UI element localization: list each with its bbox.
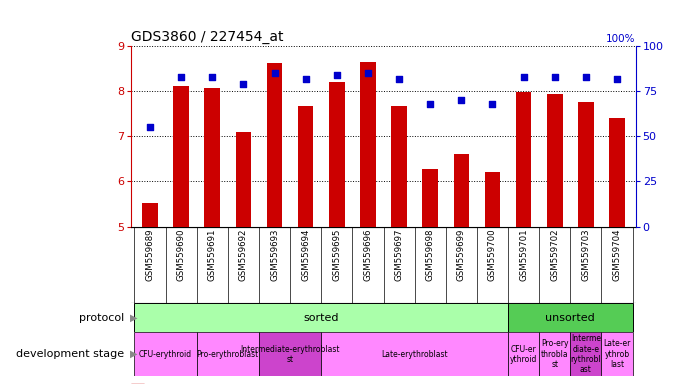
Point bbox=[612, 76, 623, 82]
Bar bbox=[360, 62, 376, 227]
Bar bbox=[391, 106, 407, 227]
Point bbox=[425, 101, 436, 107]
Text: GSM559693: GSM559693 bbox=[270, 229, 279, 281]
Point bbox=[362, 70, 373, 76]
Bar bbox=[539, 332, 570, 376]
Bar bbox=[601, 332, 632, 376]
Text: CFU-er
ythroid: CFU-er ythroid bbox=[510, 344, 538, 364]
Text: GDS3860 / 227454_at: GDS3860 / 227454_at bbox=[131, 30, 284, 44]
Bar bbox=[267, 63, 283, 227]
Text: GSM559702: GSM559702 bbox=[550, 229, 559, 281]
Bar bbox=[197, 332, 259, 376]
Text: Interme
diate-e
rythrobl
ast: Interme diate-e rythrobl ast bbox=[571, 334, 601, 374]
Bar bbox=[516, 92, 531, 227]
Bar bbox=[329, 82, 345, 227]
Text: GSM559700: GSM559700 bbox=[488, 229, 497, 281]
Text: Late-er
ythrob
last: Late-er ythrob last bbox=[603, 339, 631, 369]
Text: protocol: protocol bbox=[79, 313, 124, 323]
Bar bbox=[135, 332, 197, 376]
Bar bbox=[609, 118, 625, 227]
Text: Late-erythroblast: Late-erythroblast bbox=[381, 350, 448, 359]
Point bbox=[238, 81, 249, 87]
Point bbox=[207, 74, 218, 80]
Text: ▶: ▶ bbox=[130, 349, 138, 359]
Bar bbox=[570, 332, 601, 376]
Text: unsorted: unsorted bbox=[545, 313, 595, 323]
Text: GSM559692: GSM559692 bbox=[239, 229, 248, 281]
Point bbox=[269, 70, 280, 76]
Text: sorted: sorted bbox=[303, 313, 339, 323]
Point bbox=[331, 72, 342, 78]
Text: GSM559696: GSM559696 bbox=[363, 229, 372, 281]
Text: Pro-erythroblast: Pro-erythroblast bbox=[197, 350, 259, 359]
Bar bbox=[142, 203, 158, 227]
Text: GSM559689: GSM559689 bbox=[146, 229, 155, 281]
Text: GSM559704: GSM559704 bbox=[612, 229, 621, 281]
Text: GSM559698: GSM559698 bbox=[426, 229, 435, 281]
Point bbox=[487, 101, 498, 107]
Text: Pro-ery
throbla
st: Pro-ery throbla st bbox=[541, 339, 569, 369]
Bar bbox=[173, 86, 189, 227]
Text: GSM559699: GSM559699 bbox=[457, 229, 466, 281]
Text: GSM559701: GSM559701 bbox=[519, 229, 528, 281]
Bar bbox=[508, 303, 632, 332]
Text: GSM559697: GSM559697 bbox=[395, 229, 404, 281]
Text: GSM559703: GSM559703 bbox=[581, 229, 590, 281]
Bar bbox=[508, 332, 539, 376]
Point bbox=[456, 97, 467, 103]
Text: 100%: 100% bbox=[606, 34, 636, 44]
Point bbox=[144, 124, 155, 131]
Point bbox=[518, 74, 529, 80]
Text: GSM559695: GSM559695 bbox=[332, 229, 341, 281]
Point bbox=[176, 74, 187, 80]
Bar bbox=[578, 102, 594, 227]
Bar bbox=[205, 88, 220, 227]
Text: development stage: development stage bbox=[17, 349, 124, 359]
Bar bbox=[259, 332, 321, 376]
Text: GSM559691: GSM559691 bbox=[208, 229, 217, 281]
Bar bbox=[298, 106, 314, 227]
Text: Intermediate-erythroblast
st: Intermediate-erythroblast st bbox=[240, 344, 340, 364]
Bar bbox=[321, 332, 508, 376]
Point bbox=[394, 76, 405, 82]
Bar bbox=[453, 154, 469, 227]
Bar bbox=[422, 169, 438, 227]
Point bbox=[300, 76, 311, 82]
Bar bbox=[236, 132, 251, 227]
Text: GSM559694: GSM559694 bbox=[301, 229, 310, 281]
Point bbox=[580, 74, 591, 80]
Bar bbox=[135, 303, 508, 332]
Text: GSM559690: GSM559690 bbox=[177, 229, 186, 281]
Bar bbox=[484, 172, 500, 227]
Bar bbox=[547, 94, 562, 227]
Text: ▶: ▶ bbox=[130, 313, 138, 323]
Text: CFU-erythroid: CFU-erythroid bbox=[139, 350, 192, 359]
Point bbox=[549, 74, 560, 80]
